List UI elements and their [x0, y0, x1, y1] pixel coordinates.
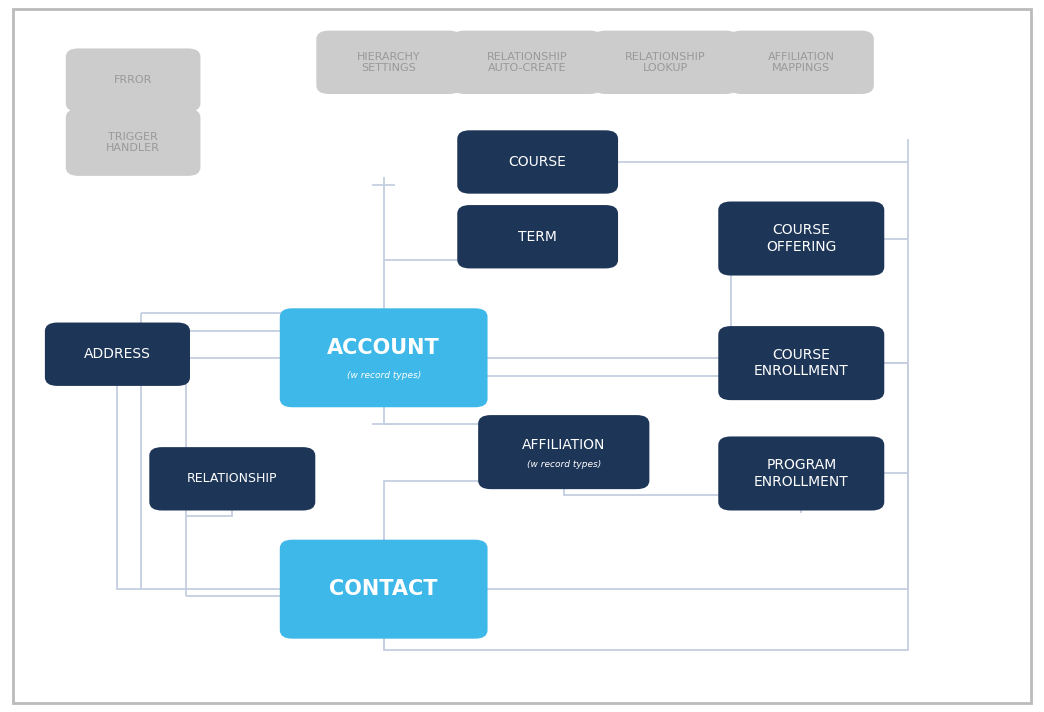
Text: PROGRAM
ENROLLMENT: PROGRAM ENROLLMENT	[754, 459, 849, 488]
FancyBboxPatch shape	[718, 436, 884, 511]
Text: (w record types): (w record types)	[526, 460, 601, 469]
FancyBboxPatch shape	[452, 31, 602, 94]
FancyBboxPatch shape	[718, 326, 884, 400]
Text: COURSE
OFFERING: COURSE OFFERING	[766, 224, 836, 253]
FancyBboxPatch shape	[45, 323, 190, 386]
Text: FRROR: FRROR	[114, 75, 152, 85]
FancyBboxPatch shape	[66, 109, 200, 176]
FancyBboxPatch shape	[457, 205, 618, 268]
FancyBboxPatch shape	[149, 447, 315, 511]
FancyBboxPatch shape	[316, 31, 461, 94]
Text: ACCOUNT: ACCOUNT	[328, 338, 440, 358]
Text: HIERARCHY
SETTINGS: HIERARCHY SETTINGS	[357, 51, 421, 73]
Text: RELATIONSHIP
AUTO-CREATE: RELATIONSHIP AUTO-CREATE	[487, 51, 568, 73]
FancyBboxPatch shape	[13, 9, 1031, 703]
Text: (w record types): (w record types)	[347, 371, 421, 380]
Text: COURSE: COURSE	[508, 155, 567, 169]
Text: TRIGGER
HANDLER: TRIGGER HANDLER	[106, 132, 160, 153]
FancyBboxPatch shape	[457, 130, 618, 194]
Text: AFFILIATION
MAPPINGS: AFFILIATION MAPPINGS	[767, 51, 835, 73]
FancyBboxPatch shape	[718, 201, 884, 276]
Text: RELATIONSHIP
LOOKUP: RELATIONSHIP LOOKUP	[625, 51, 706, 73]
FancyBboxPatch shape	[593, 31, 738, 94]
FancyBboxPatch shape	[280, 540, 488, 639]
Text: AFFILIATION: AFFILIATION	[522, 439, 606, 452]
FancyBboxPatch shape	[280, 308, 488, 407]
Text: ADDRESS: ADDRESS	[84, 347, 151, 361]
FancyBboxPatch shape	[66, 48, 200, 112]
Text: COURSE
ENROLLMENT: COURSE ENROLLMENT	[754, 348, 849, 378]
FancyBboxPatch shape	[478, 415, 649, 489]
FancyBboxPatch shape	[729, 31, 874, 94]
Text: TERM: TERM	[518, 230, 557, 244]
Text: RELATIONSHIP: RELATIONSHIP	[187, 472, 278, 486]
Text: CONTACT: CONTACT	[330, 579, 437, 600]
